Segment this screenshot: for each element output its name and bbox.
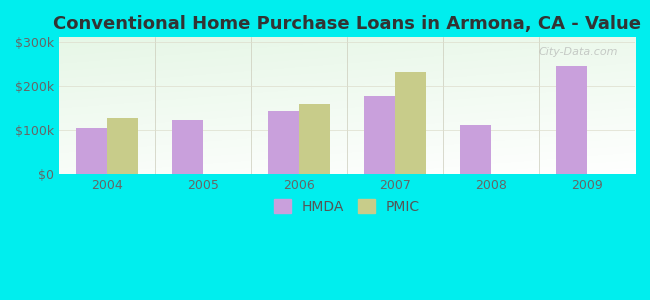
Bar [364, 96, 395, 174]
Bar [299, 104, 330, 174]
Bar [107, 118, 138, 174]
Bar [556, 66, 587, 174]
Bar [172, 120, 203, 174]
Title: Conventional Home Purchase Loans in Armona, CA - Value: Conventional Home Purchase Loans in Armo… [53, 15, 641, 33]
Bar [395, 72, 426, 174]
Bar [76, 128, 107, 174]
Text: City-Data.com: City-Data.com [538, 47, 617, 57]
Bar [460, 125, 491, 174]
Bar [268, 112, 299, 174]
Legend: HMDA, PMIC: HMDA, PMIC [268, 193, 426, 219]
